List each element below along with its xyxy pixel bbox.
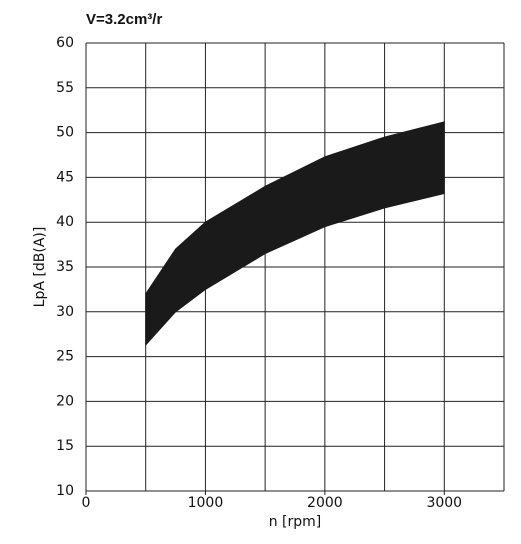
y-tick-label: 50 — [56, 125, 74, 141]
x-tick-label: 3000 — [426, 495, 462, 511]
y-tick-label: 25 — [56, 349, 74, 365]
y-tick-label: 20 — [56, 393, 74, 409]
y-tick-label: 35 — [56, 259, 74, 275]
chart-title: V=3.2cm³/r — [86, 11, 162, 28]
y-axis-label: LpA [dB(A)] — [32, 227, 48, 308]
x-axis-label: n [rpm] — [269, 514, 322, 530]
y-tick-label: 55 — [56, 80, 74, 96]
y-tick-label: 15 — [56, 438, 74, 454]
y-tick-label: 45 — [56, 169, 74, 185]
y-tick-label: 10 — [56, 483, 74, 499]
y-tick-label: 30 — [56, 304, 74, 320]
x-tick-label: 0 — [82, 495, 91, 511]
x-tick-label: 1000 — [188, 495, 224, 511]
noise-band — [145, 121, 445, 347]
x-tick-label: 2000 — [307, 495, 343, 511]
y-tick-label: 60 — [56, 35, 74, 51]
y-tick-label: 40 — [56, 214, 74, 230]
